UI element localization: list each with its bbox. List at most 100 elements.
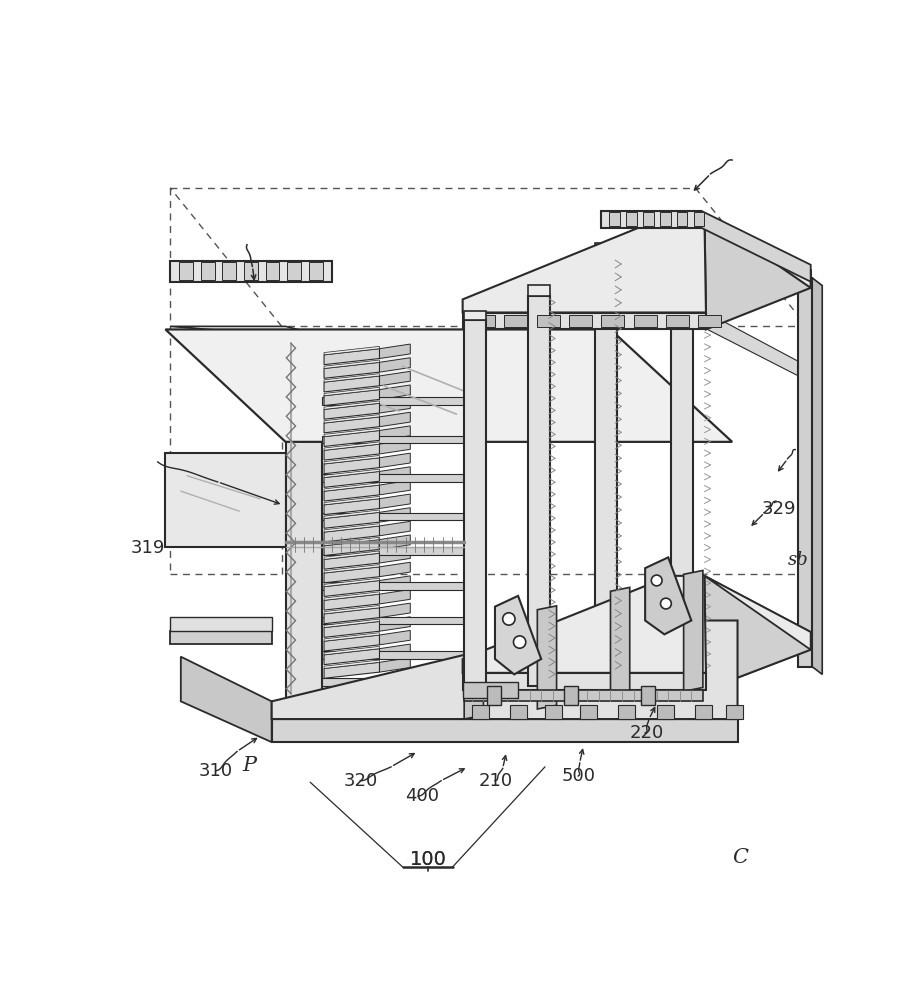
- Polygon shape: [379, 603, 411, 618]
- Polygon shape: [677, 212, 688, 226]
- Polygon shape: [379, 508, 411, 522]
- Polygon shape: [379, 426, 411, 440]
- Polygon shape: [324, 662, 379, 678]
- Polygon shape: [379, 644, 411, 658]
- Polygon shape: [170, 617, 271, 631]
- Polygon shape: [287, 262, 301, 280]
- Text: 100: 100: [410, 850, 447, 869]
- Polygon shape: [324, 401, 379, 409]
- Polygon shape: [324, 483, 379, 491]
- Polygon shape: [379, 549, 411, 563]
- Polygon shape: [595, 243, 617, 255]
- Polygon shape: [324, 455, 379, 464]
- Polygon shape: [322, 678, 464, 686]
- Polygon shape: [324, 621, 379, 637]
- Polygon shape: [379, 521, 411, 536]
- Polygon shape: [379, 576, 411, 590]
- Text: 400: 400: [405, 787, 438, 805]
- Text: 220: 220: [630, 724, 665, 742]
- Polygon shape: [595, 255, 617, 674]
- Polygon shape: [645, 557, 691, 634]
- Polygon shape: [322, 617, 464, 624]
- Text: sb: sb: [788, 551, 809, 569]
- Polygon shape: [564, 686, 578, 705]
- Polygon shape: [322, 547, 464, 555]
- Polygon shape: [324, 578, 379, 587]
- Polygon shape: [641, 686, 655, 705]
- Polygon shape: [324, 444, 379, 460]
- Polygon shape: [472, 315, 495, 327]
- Polygon shape: [609, 212, 619, 226]
- Polygon shape: [812, 278, 822, 674]
- Polygon shape: [379, 440, 411, 454]
- Polygon shape: [324, 553, 379, 569]
- Polygon shape: [324, 551, 379, 559]
- Polygon shape: [695, 705, 713, 719]
- Polygon shape: [462, 673, 706, 690]
- Polygon shape: [244, 262, 258, 280]
- Polygon shape: [569, 315, 592, 327]
- Polygon shape: [324, 567, 379, 583]
- Polygon shape: [322, 513, 464, 520]
- Polygon shape: [266, 262, 280, 280]
- Text: 310: 310: [198, 762, 233, 780]
- Polygon shape: [170, 631, 271, 644]
- Text: 210: 210: [479, 772, 513, 790]
- Text: P: P: [242, 756, 257, 775]
- Polygon shape: [324, 415, 379, 423]
- Circle shape: [652, 575, 662, 586]
- Polygon shape: [660, 212, 670, 226]
- Polygon shape: [165, 453, 285, 547]
- Polygon shape: [222, 262, 236, 280]
- Polygon shape: [704, 576, 810, 650]
- Polygon shape: [271, 620, 737, 719]
- Polygon shape: [726, 705, 743, 719]
- Polygon shape: [656, 705, 674, 719]
- Polygon shape: [324, 485, 379, 501]
- Polygon shape: [701, 211, 810, 282]
- Polygon shape: [324, 592, 379, 600]
- Polygon shape: [322, 651, 464, 659]
- Polygon shape: [324, 649, 379, 665]
- Polygon shape: [379, 385, 411, 399]
- Polygon shape: [324, 442, 379, 450]
- Polygon shape: [633, 315, 656, 327]
- Polygon shape: [324, 374, 379, 382]
- Polygon shape: [379, 371, 411, 386]
- Polygon shape: [699, 315, 722, 327]
- Polygon shape: [324, 471, 379, 487]
- Polygon shape: [379, 658, 411, 672]
- Polygon shape: [324, 428, 379, 437]
- Polygon shape: [322, 582, 464, 590]
- Polygon shape: [179, 262, 193, 280]
- Polygon shape: [322, 397, 464, 405]
- Polygon shape: [797, 278, 812, 667]
- Polygon shape: [665, 315, 689, 327]
- Polygon shape: [580, 705, 596, 719]
- Polygon shape: [601, 211, 701, 228]
- Polygon shape: [694, 212, 704, 226]
- Polygon shape: [472, 705, 489, 719]
- Polygon shape: [324, 469, 379, 478]
- Polygon shape: [324, 580, 379, 596]
- Polygon shape: [324, 360, 379, 368]
- Polygon shape: [324, 387, 379, 396]
- Polygon shape: [324, 496, 379, 505]
- Polygon shape: [324, 524, 379, 532]
- Polygon shape: [324, 646, 379, 655]
- Polygon shape: [464, 624, 484, 719]
- Polygon shape: [324, 526, 379, 542]
- Polygon shape: [379, 467, 411, 481]
- Text: 100: 100: [410, 850, 447, 869]
- Polygon shape: [528, 285, 550, 296]
- Text: C: C: [732, 848, 749, 867]
- Polygon shape: [324, 605, 379, 614]
- Polygon shape: [462, 682, 518, 698]
- Text: 319: 319: [130, 539, 164, 557]
- Polygon shape: [324, 565, 379, 573]
- Circle shape: [503, 613, 515, 625]
- Polygon shape: [704, 215, 810, 329]
- Polygon shape: [322, 436, 464, 443]
- Polygon shape: [324, 499, 379, 515]
- Polygon shape: [324, 660, 379, 668]
